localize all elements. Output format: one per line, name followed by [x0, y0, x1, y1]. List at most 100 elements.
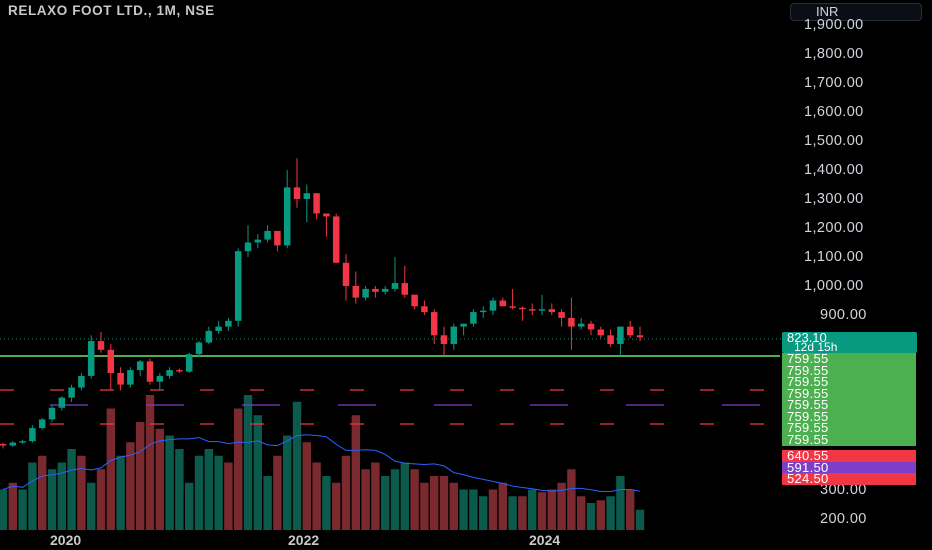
price-tick: 1,300.00 — [804, 191, 864, 207]
candle — [244, 225, 252, 257]
candle-body — [372, 288, 379, 292]
candle-body — [215, 326, 222, 331]
candle — [205, 326, 213, 344]
level-badge: 759.55 — [782, 387, 916, 400]
volume-bar — [0, 489, 8, 530]
candle — [195, 341, 203, 358]
candle-body — [313, 193, 320, 214]
volume-bar — [322, 476, 331, 530]
candle — [185, 352, 193, 373]
candle — [352, 271, 360, 304]
candle — [617, 326, 624, 356]
price-tick: 1,200.00 — [804, 220, 864, 236]
volume-bar — [253, 415, 262, 530]
level-badge: 759.55 — [782, 422, 916, 434]
candle — [87, 335, 95, 379]
candle-body — [117, 373, 124, 385]
volume-bar — [28, 462, 37, 530]
candle-body — [185, 354, 193, 372]
candle — [9, 441, 17, 447]
volume-bar — [459, 489, 468, 530]
candle-body — [176, 370, 183, 372]
price-tick: 1,000.00 — [804, 278, 864, 294]
symbol-title[interactable]: RELAXO FOOT LTD., 1M, NSE — [8, 3, 215, 18]
candle — [78, 373, 85, 391]
price-tick: 1,900.00 — [804, 17, 864, 33]
volume-bar — [361, 469, 370, 530]
volume-bar — [302, 442, 311, 530]
price-tick: 1,400.00 — [804, 162, 864, 178]
time-label: 2022 — [288, 532, 320, 548]
candle — [0, 442, 7, 449]
candle — [136, 359, 144, 376]
candle — [470, 309, 477, 327]
candle — [303, 184, 311, 223]
volume-bar — [606, 496, 615, 530]
candle-body — [127, 370, 134, 385]
volume-moving-average-line — [2, 434, 641, 492]
volume-bar — [567, 469, 576, 530]
volume-bar — [67, 449, 76, 530]
candle-body — [587, 323, 595, 330]
candle — [362, 286, 369, 301]
candle-body — [9, 442, 17, 446]
candle-body — [450, 326, 458, 344]
volume-bar — [488, 489, 498, 530]
candle — [166, 367, 173, 379]
candle — [176, 368, 183, 373]
candle-body — [548, 309, 556, 313]
level-badge: 759.55 — [782, 364, 916, 377]
candlesticks — [0, 158, 644, 449]
volume-bar — [518, 496, 527, 530]
volume-bar — [77, 455, 86, 530]
candle — [127, 367, 134, 388]
candle-body — [479, 310, 487, 313]
candle-body — [489, 300, 497, 311]
candle — [225, 317, 232, 331]
volume-bar — [420, 482, 429, 530]
price-tick: 200.00 — [820, 511, 867, 527]
candle-body — [577, 323, 585, 327]
volume-bar — [508, 496, 517, 530]
candle-body — [528, 309, 536, 311]
candle — [519, 306, 526, 321]
candle-body — [205, 330, 213, 343]
candle — [156, 373, 164, 391]
volume-bar — [204, 449, 213, 530]
candle — [323, 213, 330, 237]
candle — [499, 297, 507, 307]
candle-body — [244, 242, 252, 252]
candle-body — [19, 441, 26, 443]
volume-bar — [126, 442, 135, 530]
candle-body — [254, 239, 262, 243]
volume-bar — [87, 482, 96, 530]
candle-body — [626, 326, 634, 336]
candle-body — [195, 342, 203, 355]
volume-bar — [243, 395, 253, 530]
price-tick: 900.00 — [820, 307, 867, 323]
candle — [391, 257, 399, 292]
candle-body — [293, 187, 301, 199]
candle-body — [401, 283, 409, 295]
candle — [528, 303, 536, 315]
candle — [411, 294, 418, 310]
candle-body — [225, 320, 232, 327]
level-badge: 524.50 — [782, 473, 916, 485]
candle — [264, 225, 271, 243]
volume-bar — [57, 462, 66, 530]
volume-bar — [263, 476, 272, 530]
candle-body — [519, 307, 526, 310]
candle-body — [352, 286, 360, 298]
volume-bar — [400, 462, 409, 530]
candle-body — [509, 306, 516, 308]
price-tick: 1,500.00 — [804, 133, 864, 149]
volume-bar — [371, 462, 380, 530]
candle-body — [607, 335, 614, 344]
volume-bar — [283, 435, 292, 530]
candle — [430, 309, 438, 344]
volume-bar — [214, 455, 223, 530]
volume-bar — [449, 482, 458, 530]
candle-body — [411, 294, 418, 307]
currency-selector[interactable]: INR — [790, 3, 922, 21]
